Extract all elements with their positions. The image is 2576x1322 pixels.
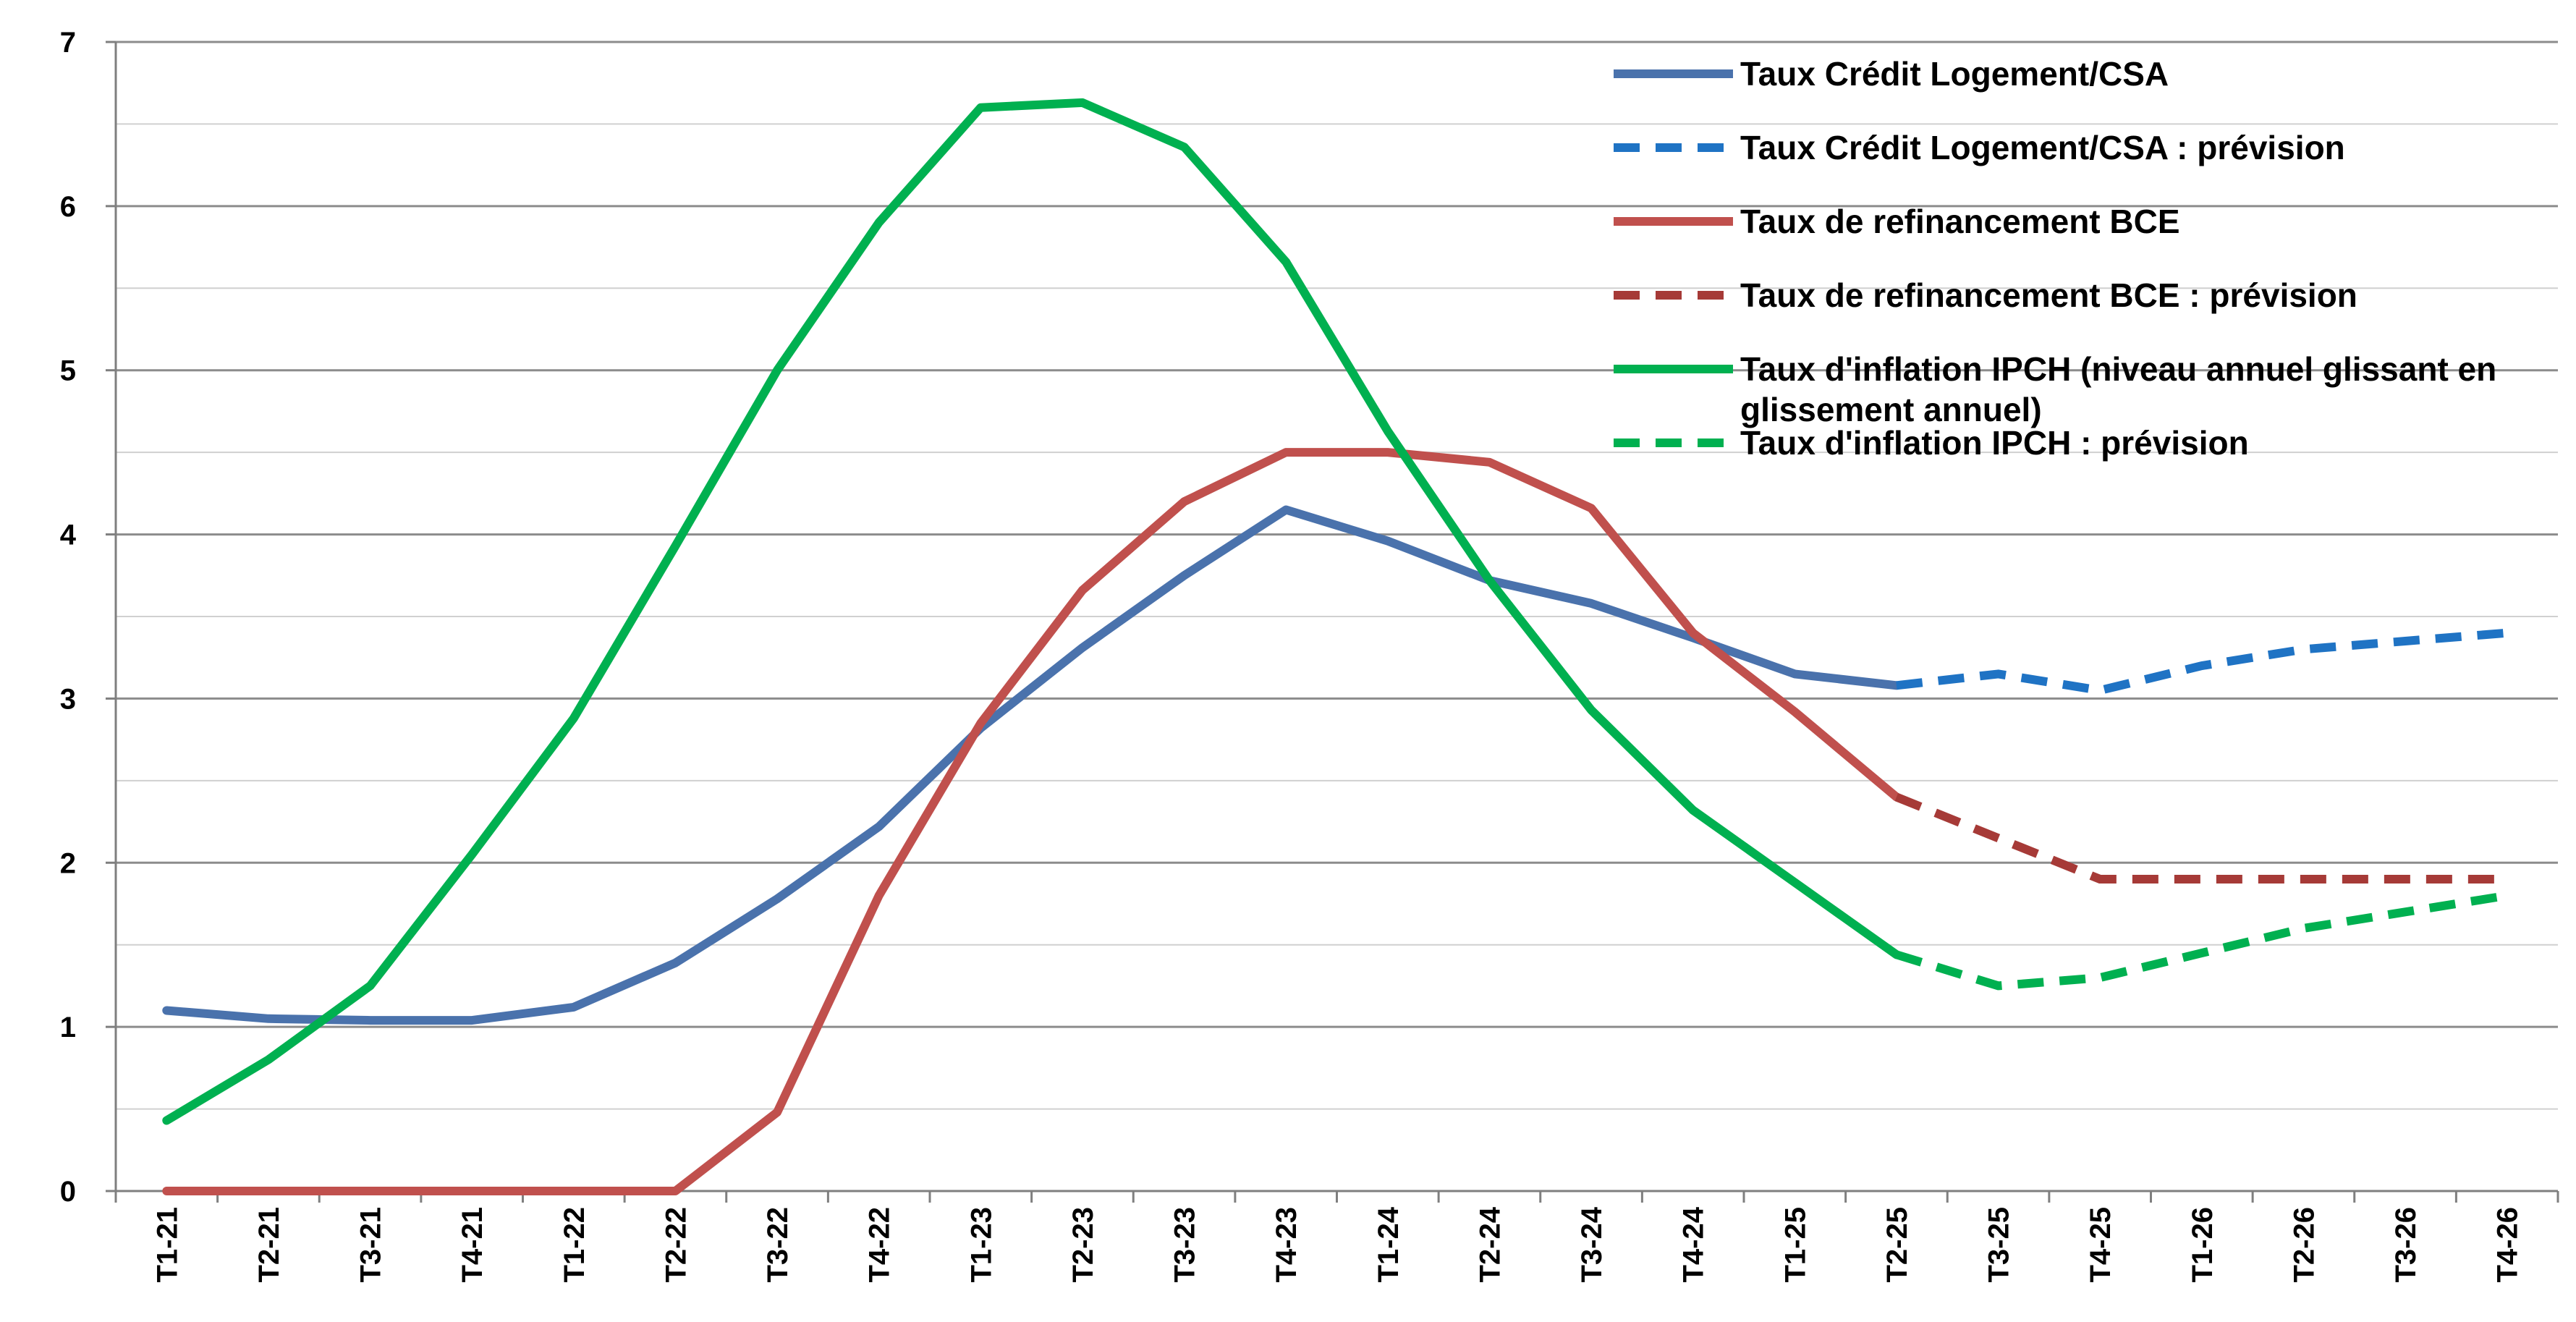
grid-layer [116,41,2558,1110]
x-tick-label: T2-22 [660,1207,692,1283]
x-tick-label: T1-25 [1779,1207,1811,1283]
y-tick-label: 5 [60,355,76,387]
x-tick-label: T4-21 [457,1207,488,1283]
series-line-1 [162,505,1901,1025]
y-tick-label: 1 [60,1012,76,1043]
x-tick-label: T1-26 [2187,1207,2219,1283]
series-line-2 [1896,628,2508,695]
x-tick-label: T3-26 [2390,1207,2422,1283]
series-line-4 [1894,792,2507,884]
x-tick-label: T2-26 [2288,1207,2320,1283]
x-tick-label: T4-26 [2492,1207,2524,1283]
series-line-6 [1895,891,2508,991]
y-tick-label: 0 [60,1176,76,1208]
x-tick-label: T4-22 [864,1207,896,1283]
legend-label-5: Taux d'inflation IPCH (niveau annuel gli… [1740,350,2496,388]
x-tick-label: T3-25 [1983,1207,2015,1283]
legend-label-3: Taux de refinancement BCE [1740,203,2180,240]
x-tick-label: T4-25 [2085,1207,2117,1283]
x-tick-label: T2-23 [1067,1207,1099,1283]
y-tick-label: 4 [60,520,77,551]
legend-label-6: Taux d'inflation IPCH : prévision [1740,424,2249,462]
x-tick-label: T1-23 [965,1207,997,1283]
x-tick-label: T1-24 [1373,1206,1404,1282]
x-tick-label: T3-24 [1576,1206,1608,1282]
series-line-5 [162,98,1901,1125]
x-tick-label: T3-21 [355,1207,387,1283]
x-tick-label: T2-25 [1881,1207,1913,1283]
axis-layer: 0 1 2 3 4 5 6 7 T1-21 T2-21 T3-21 T4-21 T1-22 T2-22 T3… [60,27,2559,1283]
legend-label-1: Taux Crédit Logement/CSA [1740,55,2169,93]
y-tick-label: 3 [60,683,76,715]
x-tick-label: T2-21 [253,1207,285,1283]
y-tick-label: 7 [60,27,76,59]
x-tick-label: T4-23 [1271,1207,1302,1283]
x-tick-label: T2-24 [1474,1206,1506,1282]
series-line-3 [162,448,1901,1195]
x-tick-label: T3-23 [1169,1207,1201,1283]
y-tick-label: 2 [60,847,76,879]
x-tick-label: T4-24 [1678,1206,1710,1282]
legend: Taux Crédit Logement/CSA Taux Crédit Loge… [1614,55,2496,462]
series-layer [162,98,2508,1195]
x-tick-label: T1-22 [559,1207,590,1283]
legend-label-4: Taux de refinancement BCE : prévision [1740,276,2357,314]
y-tick-label: 6 [60,191,76,223]
x-tick-label: T1-21 [151,1207,183,1283]
legend-label-5: glissement annuel) [1740,391,2042,428]
legend-label-2: Taux Crédit Logement/CSA : prévision [1740,129,2345,166]
x-tick-label: T3-22 [762,1207,794,1283]
